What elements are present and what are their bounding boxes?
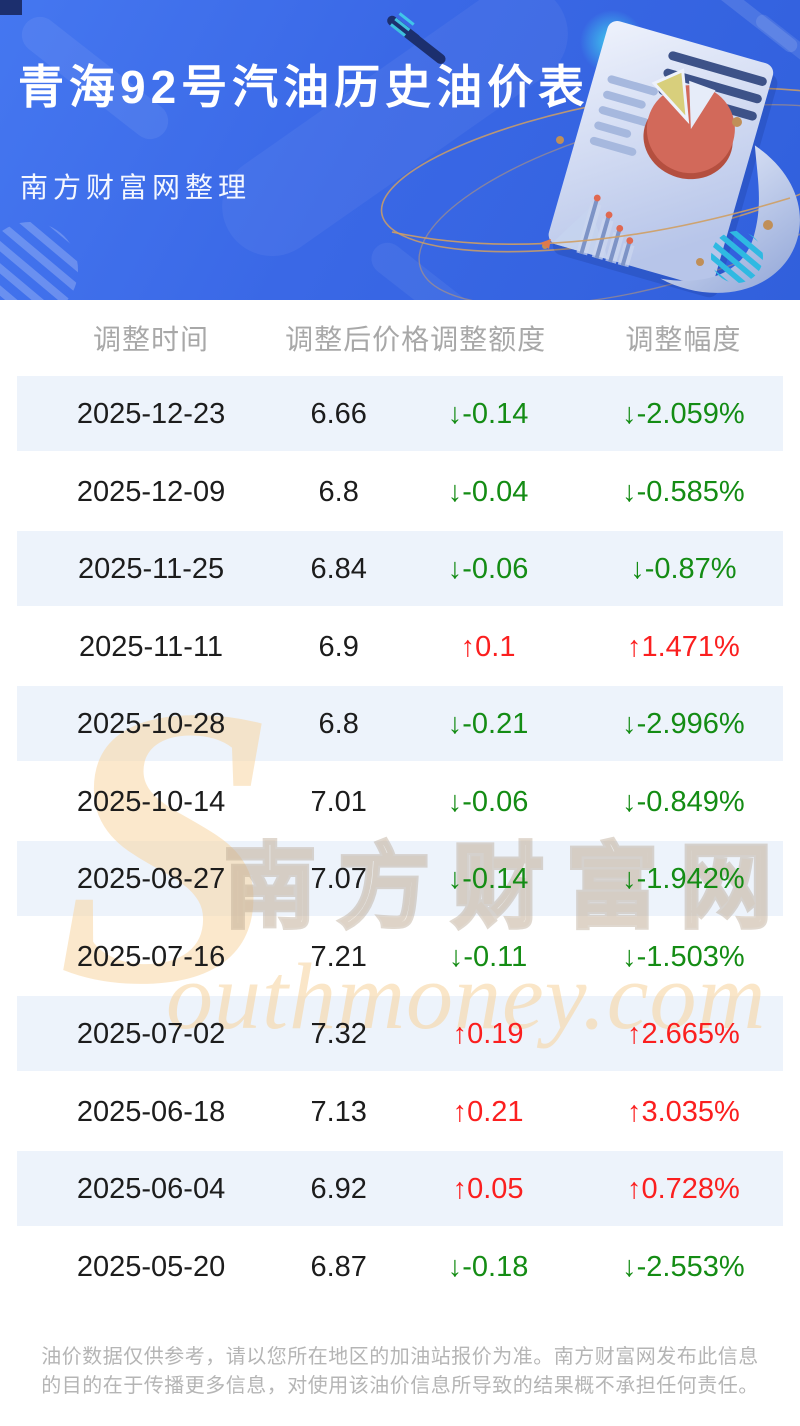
striped-circle-left bbox=[0, 222, 78, 300]
cell-change-amount: ↓-0.21 bbox=[447, 708, 529, 741]
cell-change-pct: ↓-2.996% bbox=[622, 708, 745, 741]
column-header-change-amount: 调整额度 bbox=[430, 324, 547, 355]
table-row: 2025-07-02 7.32 ↑0.19 ↑2.665% bbox=[17, 996, 783, 1074]
small-arrow-accent bbox=[540, 239, 551, 249]
cell-price-after: 6.8 bbox=[318, 475, 359, 508]
cell-change-pct: ↓-0.849% bbox=[622, 785, 745, 818]
cell-change-pct: ↓-0.87% bbox=[630, 553, 737, 586]
cell-change-pct: ↑2.665% bbox=[626, 1018, 740, 1051]
table-row: 2025-11-25 6.84 ↓-0.06 ↓-0.87% bbox=[17, 531, 783, 609]
cell-change-amount: ↓-0.18 bbox=[447, 1250, 529, 1283]
cell-price-after: 7.21 bbox=[310, 940, 367, 973]
cell-adjust-date: 2025-10-28 bbox=[76, 708, 226, 741]
column-header-adjust-date: 调整时间 bbox=[93, 324, 210, 355]
orbit-front-arc bbox=[391, 197, 791, 246]
cell-price-after: 7.01 bbox=[310, 785, 367, 818]
table-header-row: 调整时间 调整后价格 调整额度 调整幅度 bbox=[17, 300, 783, 376]
table-row: 2025-12-23 6.66 ↓-0.14 ↓-2.059% bbox=[17, 376, 783, 454]
cell-price-after: 6.9 bbox=[318, 630, 359, 663]
page-title: 青海92号汽油历史油价表 bbox=[18, 61, 590, 113]
cell-change-pct: ↓-2.059% bbox=[622, 398, 745, 431]
table-row: 2025-06-18 7.13 ↑0.21 ↑3.035% bbox=[17, 1074, 783, 1152]
page-subtitle: 南方财富网整理 bbox=[20, 172, 252, 203]
banner: 青海92号汽油历史油价表 南方财富网整理 bbox=[0, 0, 800, 300]
cell-adjust-date: 2025-08-27 bbox=[76, 863, 226, 896]
cell-change-pct: ↑1.471% bbox=[626, 630, 740, 663]
table-body: 2025-12-23 6.66 ↓-0.14 ↓-2.059% 2025-12-… bbox=[0, 376, 800, 1306]
cell-change-amount: ↑0.21 bbox=[452, 1095, 524, 1128]
cell-adjust-date: 2025-12-23 bbox=[76, 398, 226, 431]
banner-decoration bbox=[0, 0, 800, 300]
cell-adjust-date: 2025-06-04 bbox=[76, 1173, 226, 1206]
cell-adjust-date: 2025-11-11 bbox=[79, 630, 224, 663]
cell-change-amount: ↓-0.04 bbox=[447, 475, 529, 508]
table-row: 2025-08-27 7.07 ↓-0.14 ↓-1.942% bbox=[17, 841, 783, 919]
cell-change-amount: ↑0.1 bbox=[460, 630, 516, 663]
table-row: 2025-07-16 7.21 ↓-0.11 ↓-1.503% bbox=[17, 919, 783, 997]
pie-chart-icon bbox=[643, 68, 735, 180]
cell-price-after: 7.32 bbox=[310, 1018, 367, 1051]
cell-change-amount: ↓-0.14 bbox=[447, 863, 529, 896]
disclaimer-text: 油价数据仅供参考，请以您所在地区的加油站报价为准。南方财富网发布此信息的目的在于… bbox=[41, 1346, 759, 1397]
table-row: 2025-12-09 6.8 ↓-0.04 ↓-0.585% bbox=[17, 454, 783, 532]
background-stripes bbox=[21, 0, 800, 300]
cell-price-after: 7.07 bbox=[310, 863, 367, 896]
table-row: 2025-11-11 6.9 ↑0.1 ↑1.471% bbox=[17, 609, 783, 687]
column-header-change-pct: 调整幅度 bbox=[625, 324, 742, 355]
cell-price-after: 6.84 bbox=[310, 553, 367, 586]
cell-change-pct: ↓-0.585% bbox=[622, 475, 745, 508]
cell-price-after: 7.13 bbox=[310, 1095, 367, 1128]
table-row: 2025-05-20 6.87 ↓-0.18 ↓-2.553% bbox=[17, 1229, 783, 1307]
table-row: 2025-10-14 7.01 ↓-0.06 ↓-0.849% bbox=[17, 764, 783, 842]
cell-change-amount: ↓-0.06 bbox=[447, 785, 529, 818]
cell-change-pct: ↓-1.503% bbox=[622, 940, 745, 973]
paper-roll bbox=[660, 145, 800, 293]
cell-change-pct: ↑3.035% bbox=[626, 1095, 740, 1128]
table-row: 2025-10-28 6.8 ↓-0.21 ↓-2.996% bbox=[17, 686, 783, 764]
cell-adjust-date: 2025-07-02 bbox=[76, 1018, 226, 1051]
cell-adjust-date: 2025-07-16 bbox=[76, 940, 226, 973]
cell-price-after: 6.92 bbox=[310, 1173, 367, 1206]
cell-adjust-date: 2025-06-18 bbox=[76, 1095, 226, 1128]
dark-accents bbox=[0, 0, 446, 64]
cell-adjust-date: 2025-11-25 bbox=[77, 553, 225, 586]
cell-change-pct: ↑0.728% bbox=[626, 1173, 740, 1206]
cell-adjust-date: 2025-05-20 bbox=[76, 1250, 226, 1283]
row-stripe bbox=[17, 841, 783, 916]
document-illustration bbox=[548, 21, 800, 298]
column-header-price-after: 调整后价格 bbox=[285, 324, 431, 355]
teal-mini-stripes bbox=[389, 12, 415, 37]
cell-price-after: 6.66 bbox=[310, 398, 367, 431]
cell-adjust-date: 2025-10-14 bbox=[76, 785, 226, 818]
cell-change-amount: ↓-0.11 bbox=[448, 940, 528, 973]
cell-adjust-date: 2025-12-09 bbox=[76, 475, 226, 508]
cell-price-after: 6.8 bbox=[318, 708, 359, 741]
cell-price-after: 6.87 bbox=[310, 1250, 367, 1283]
price-table-section: S 南方财富网 outhmoney.com 调整时间 调整后价格 调整额度 调整… bbox=[0, 300, 800, 1306]
cell-change-pct: ↓-1.942% bbox=[622, 863, 745, 896]
row-stripe bbox=[17, 1151, 783, 1226]
cell-change-amount: ↓-0.06 bbox=[447, 553, 529, 586]
row-stripe bbox=[17, 376, 783, 451]
row-stripe bbox=[17, 996, 783, 1071]
cell-change-amount: ↓-0.14 bbox=[447, 398, 529, 431]
cell-change-amount: ↑0.05 bbox=[452, 1173, 524, 1206]
bar-chart-icon bbox=[552, 194, 635, 268]
table-row: 2025-06-04 6.92 ↑0.05 ↑0.728% bbox=[17, 1151, 783, 1229]
row-stripe bbox=[17, 531, 783, 606]
cell-change-pct: ↓-2.553% bbox=[622, 1250, 745, 1283]
row-stripe bbox=[17, 686, 783, 761]
text-lines-light bbox=[589, 75, 658, 156]
cell-change-amount: ↑0.19 bbox=[452, 1018, 524, 1051]
row-stripes-layer bbox=[0, 300, 800, 1306]
